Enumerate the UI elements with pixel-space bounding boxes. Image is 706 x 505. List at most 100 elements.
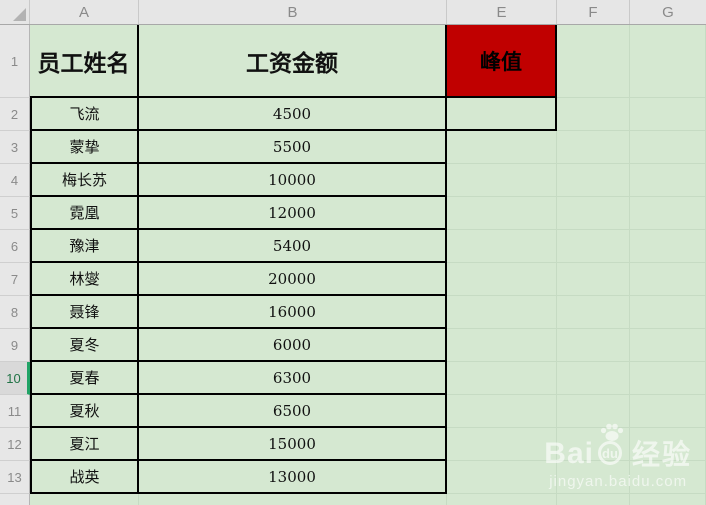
empty-cell[interactable] xyxy=(557,329,630,362)
empty-cell[interactable] xyxy=(630,428,706,461)
row-header-14[interactable]: 14 xyxy=(0,494,30,505)
empty-cell[interactable] xyxy=(557,197,630,230)
salary-amount-header-cell[interactable]: 工资金额 xyxy=(139,25,447,98)
empty-cell[interactable] xyxy=(447,230,557,263)
row-header-4[interactable]: 4 xyxy=(0,164,30,197)
employee-name-cell-selected[interactable]: 夏春 xyxy=(30,362,139,395)
select-all-corner[interactable] xyxy=(0,0,30,24)
salary-cell[interactable]: 15000 xyxy=(139,428,447,461)
empty-cell[interactable] xyxy=(557,131,630,164)
sheet-row-3: 3 蒙挚 5500 xyxy=(0,131,706,164)
empty-cell[interactable] xyxy=(557,461,630,494)
column-header-g[interactable]: G xyxy=(662,3,674,21)
empty-cell[interactable] xyxy=(557,494,630,505)
column-header-e[interactable]: E xyxy=(447,0,557,24)
row-header-10-active[interactable]: 10 xyxy=(0,362,30,395)
row-header-5[interactable]: 5 xyxy=(0,197,30,230)
empty-cell[interactable] xyxy=(557,263,630,296)
column-header-strip: A B E F G xyxy=(0,0,706,25)
row-header-7[interactable]: 7 xyxy=(0,263,30,296)
salary-cell[interactable]: 12000 xyxy=(139,197,447,230)
empty-cell[interactable] xyxy=(630,25,706,98)
sheet-row-2: 2 飞流 4500 xyxy=(0,98,706,131)
empty-cell[interactable] xyxy=(630,329,706,362)
salary-cell[interactable]: 6500 xyxy=(139,395,447,428)
salary-cell[interactable]: 10000 xyxy=(139,164,447,197)
empty-cell[interactable] xyxy=(447,329,557,362)
salary-cell[interactable]: 5500 xyxy=(139,131,447,164)
employee-name-cell[interactable]: 夏江 xyxy=(30,428,139,461)
sheet-row-5: 5 霓凰 12000 xyxy=(0,197,706,230)
salary-cell[interactable]: 13000 xyxy=(139,461,447,494)
row-header-12[interactable]: 12 xyxy=(0,428,30,461)
row-header-1[interactable]: 1 xyxy=(0,25,30,98)
sheet-row-4: 4 梅长苏 10000 xyxy=(0,164,706,197)
empty-cell[interactable] xyxy=(630,263,706,296)
empty-cell[interactable] xyxy=(630,494,706,505)
employee-name-cell[interactable]: 聂锋 xyxy=(30,296,139,329)
empty-cell[interactable] xyxy=(557,25,630,98)
employee-name-cell[interactable]: 霓凰 xyxy=(30,197,139,230)
empty-cell[interactable] xyxy=(447,263,557,296)
employee-name-cell[interactable]: 梅长苏 xyxy=(30,164,139,197)
empty-cell[interactable] xyxy=(630,197,706,230)
peak-header-cell[interactable]: 峰值 xyxy=(447,25,557,98)
employee-name-header-cell[interactable]: 员工姓名 xyxy=(30,25,139,98)
employee-name-cell[interactable]: 夏秋 xyxy=(30,395,139,428)
empty-cell[interactable] xyxy=(630,164,706,197)
empty-cell[interactable] xyxy=(447,131,557,164)
empty-cell[interactable] xyxy=(30,494,139,505)
empty-cell[interactable] xyxy=(447,164,557,197)
empty-cell[interactable] xyxy=(447,395,557,428)
row-header-9[interactable]: 9 xyxy=(0,329,30,362)
empty-cell[interactable] xyxy=(630,98,706,131)
empty-cell[interactable] xyxy=(630,230,706,263)
column-header-a[interactable]: A xyxy=(30,0,139,24)
empty-cell[interactable] xyxy=(630,461,706,494)
salary-cell[interactable]: 20000 xyxy=(139,263,447,296)
salary-cell[interactable]: 6300 xyxy=(139,362,447,395)
employee-name-cell[interactable]: 战英 xyxy=(30,461,139,494)
employee-name-cell[interactable]: 蒙挚 xyxy=(30,131,139,164)
empty-cell[interactable] xyxy=(557,164,630,197)
row-header-11[interactable]: 11 xyxy=(0,395,30,428)
row-header-13[interactable]: 13 xyxy=(0,461,30,494)
salary-cell[interactable]: 4500 xyxy=(139,98,447,131)
empty-cell[interactable] xyxy=(139,494,447,505)
salary-cell[interactable]: 5400 xyxy=(139,230,447,263)
empty-cell[interactable] xyxy=(447,197,557,230)
empty-cell[interactable] xyxy=(630,131,706,164)
empty-cell[interactable] xyxy=(447,428,557,461)
row-header-8[interactable]: 8 xyxy=(0,296,30,329)
empty-cell[interactable] xyxy=(630,395,706,428)
sheet-row-8: 8 聂锋 16000 xyxy=(0,296,706,329)
employee-name-cell[interactable]: 豫津 xyxy=(30,230,139,263)
empty-cell[interactable] xyxy=(557,296,630,329)
empty-cell[interactable] xyxy=(447,494,557,505)
empty-cell[interactable] xyxy=(557,428,630,461)
empty-cell[interactable] xyxy=(557,230,630,263)
row-header-6[interactable]: 6 xyxy=(0,230,30,263)
column-header-b[interactable]: B xyxy=(139,0,447,24)
employee-name-cell[interactable]: 夏冬 xyxy=(30,329,139,362)
empty-cell[interactable] xyxy=(447,362,557,395)
empty-cell[interactable] xyxy=(557,395,630,428)
sheet-row-6: 6 豫津 5400 xyxy=(0,230,706,263)
sheet-row-14: 14 xyxy=(0,494,706,505)
empty-cell[interactable] xyxy=(557,362,630,395)
empty-cell[interactable] xyxy=(630,362,706,395)
empty-cell[interactable] xyxy=(557,98,630,131)
empty-cell[interactable] xyxy=(447,296,557,329)
row-header-3[interactable]: 3 xyxy=(0,131,30,164)
peak-value-cell[interactable] xyxy=(447,98,557,131)
salary-cell[interactable]: 6000 xyxy=(139,329,447,362)
sheet-row-13: 13 战英 13000 xyxy=(0,461,706,494)
empty-cell[interactable] xyxy=(447,461,557,494)
employee-name-cell[interactable]: 林燮 xyxy=(30,263,139,296)
row-header-2[interactable]: 2 xyxy=(0,98,30,131)
column-header-f[interactable]: F xyxy=(557,0,630,24)
empty-cell[interactable] xyxy=(630,296,706,329)
salary-cell[interactable]: 16000 xyxy=(139,296,447,329)
employee-name-cell[interactable]: 飞流 xyxy=(30,98,139,131)
